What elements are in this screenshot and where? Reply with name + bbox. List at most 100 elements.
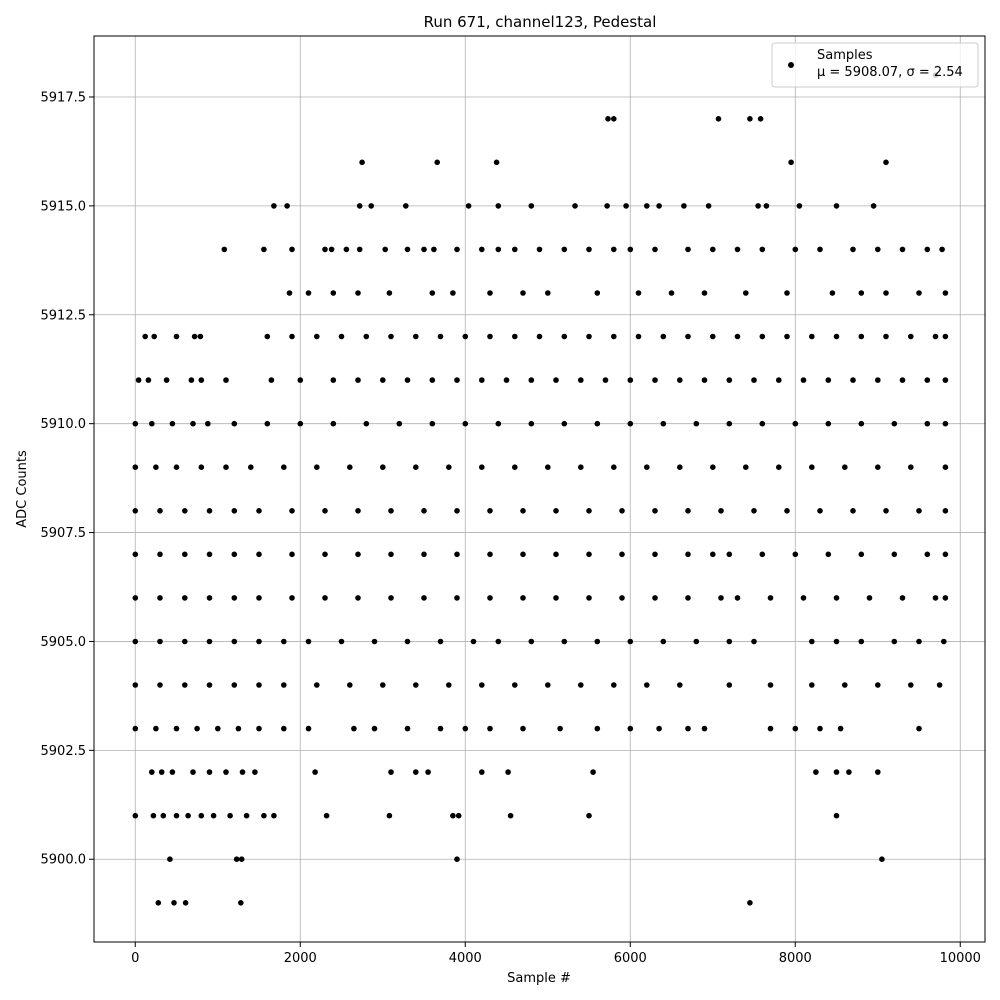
data-point: [271, 203, 277, 209]
data-point: [800, 595, 807, 601]
data-point: [899, 377, 906, 383]
data-point: [942, 551, 949, 558]
data-point: [726, 377, 733, 383]
data-point: [396, 420, 403, 427]
data-point: [520, 290, 526, 296]
data-point: [767, 595, 774, 601]
data-point: [883, 508, 889, 514]
data-point: [330, 377, 337, 383]
data-point: [380, 682, 386, 688]
data-point: [386, 812, 393, 819]
legend-marker: [788, 62, 794, 68]
data-point: [611, 682, 617, 688]
data-point: [701, 377, 708, 383]
data-point: [425, 769, 431, 775]
data-point: [371, 725, 378, 732]
data-point: [924, 377, 931, 383]
data-point: [891, 420, 898, 427]
data-point: [809, 464, 815, 471]
data-point: [757, 116, 764, 122]
data-point: [404, 377, 411, 383]
data-point: [371, 638, 378, 645]
data-point: [330, 290, 337, 296]
data-point: [942, 290, 949, 296]
y-tick-label: 5912.5: [41, 308, 87, 323]
data-point: [145, 377, 152, 383]
data-point: [132, 508, 139, 514]
x-tick-label: 4000: [449, 951, 482, 966]
data-point: [413, 682, 419, 688]
data-point: [142, 333, 148, 340]
data-point: [858, 333, 865, 340]
data-point: [817, 725, 823, 732]
data-point: [182, 638, 188, 645]
data-point: [363, 420, 370, 427]
data-point: [942, 377, 949, 383]
data-point: [479, 246, 485, 253]
data-point: [171, 900, 177, 906]
data-point: [343, 246, 350, 253]
data-point: [495, 420, 502, 427]
data-point: [359, 159, 365, 166]
data-point: [726, 682, 733, 688]
chart-title: Run 671, channel123, Pedestal: [424, 13, 657, 31]
data-point: [833, 769, 840, 775]
data-point: [604, 203, 610, 209]
data-point: [693, 420, 700, 427]
data-point: [829, 290, 836, 296]
data-point: [932, 595, 939, 601]
data-point: [685, 508, 691, 514]
data-point: [328, 246, 335, 253]
data-point: [495, 246, 502, 253]
data-point: [681, 203, 687, 209]
data-point: [883, 290, 889, 296]
data-point: [404, 246, 411, 253]
data-point: [479, 769, 485, 775]
data-point: [553, 551, 559, 558]
data-point: [924, 551, 931, 558]
data-point: [796, 203, 803, 209]
data-point: [210, 812, 217, 819]
data-point: [743, 290, 749, 296]
data-point: [495, 638, 502, 645]
data-point: [924, 246, 931, 253]
data-point: [586, 812, 592, 819]
data-point: [351, 725, 357, 732]
data-point: [586, 508, 592, 514]
data-point: [710, 333, 716, 340]
data-point: [858, 290, 865, 296]
data-point: [450, 812, 456, 819]
data-point: [182, 900, 189, 906]
data-point: [368, 203, 375, 209]
data-point: [235, 725, 242, 732]
data-point: [520, 725, 526, 732]
data-point: [190, 420, 196, 427]
data-point: [586, 246, 592, 253]
x-axis-ticks: 0 2000 4000 6000 8000 10000: [131, 942, 981, 966]
data-point: [586, 595, 592, 601]
data-point: [173, 725, 180, 732]
data-point: [677, 682, 683, 688]
data-point: [153, 464, 159, 471]
data-point: [833, 203, 840, 209]
data-point: [403, 203, 409, 209]
data-point: [155, 900, 162, 906]
data-point: [221, 246, 228, 253]
data-point: [718, 595, 724, 601]
data-point: [627, 725, 634, 732]
data-point: [252, 769, 258, 775]
data-point: [715, 116, 722, 122]
data-point: [611, 116, 617, 122]
data-point: [182, 682, 188, 688]
data-point: [206, 551, 213, 558]
data-point: [528, 377, 535, 383]
data-point: [281, 638, 287, 645]
data-point: [238, 856, 245, 862]
data-point: [776, 464, 782, 471]
data-point: [421, 551, 427, 558]
data-point: [281, 725, 287, 732]
data-point: [520, 551, 526, 558]
data-point: [413, 464, 419, 471]
data-point: [627, 420, 634, 427]
